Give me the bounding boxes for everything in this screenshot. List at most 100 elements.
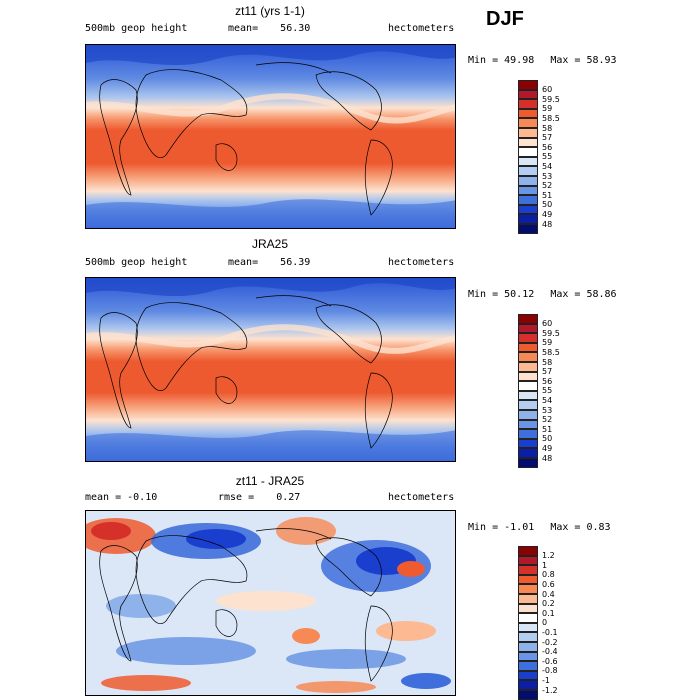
colorbar-swatch bbox=[518, 438, 538, 449]
colorbar-swatch bbox=[518, 361, 538, 372]
colorbar-tick-label: 59 bbox=[542, 338, 553, 348]
colorbar-tick-label: 59.5 bbox=[542, 94, 560, 104]
panel-title: zt11 (yrs 1-1) bbox=[235, 4, 305, 18]
colorbar-tick-label: 53 bbox=[542, 171, 553, 181]
variable-label: 500mb geop height bbox=[85, 257, 188, 268]
colorbar-swatch bbox=[518, 670, 538, 681]
colorbar-tick-label: 57 bbox=[542, 133, 553, 143]
colorbar-swatch bbox=[518, 89, 538, 100]
colorbar-swatch bbox=[518, 651, 538, 662]
colorbar-swatch bbox=[518, 546, 538, 556]
map-fields bbox=[86, 278, 455, 461]
variable-label: 500mb geop height bbox=[85, 23, 188, 34]
colorbar-swatch bbox=[518, 333, 538, 343]
colorbar-tick-label: -1.2 bbox=[542, 685, 558, 695]
colorbar-tick-label: 1 bbox=[542, 560, 548, 570]
colorbar-tick-label: 0.4 bbox=[542, 589, 555, 599]
mean-label: mean= bbox=[228, 23, 259, 34]
colorbar-swatch bbox=[518, 565, 538, 575]
geopotential-map bbox=[85, 44, 456, 229]
colorbar-swatch bbox=[518, 400, 538, 410]
colorbar-tick-label: 58 bbox=[542, 123, 553, 133]
colorbar-swatch bbox=[518, 156, 538, 167]
map-fields bbox=[86, 511, 455, 695]
units-label: hectometers bbox=[388, 492, 455, 503]
colorbar-tick-label: 59 bbox=[542, 104, 553, 114]
colorbar-swatch bbox=[518, 613, 538, 623]
colorbar-swatch bbox=[518, 409, 538, 420]
colorbar-tick-label: 56 bbox=[542, 376, 553, 386]
colorbar-tick-label: -0.8 bbox=[542, 666, 558, 676]
rmse-label: rmse = bbox=[218, 492, 255, 503]
colorbar-tick-label: -0.1 bbox=[542, 627, 558, 637]
colorbar-tick-label: 0 bbox=[542, 618, 548, 628]
colorbar-tick-label: 48 bbox=[542, 453, 553, 463]
geopotential-map bbox=[85, 277, 456, 462]
colorbar-tick-label: 51 bbox=[542, 424, 553, 434]
mean-value: 56.39 bbox=[280, 257, 311, 268]
colorbar-tick-label: 55 bbox=[542, 152, 553, 162]
colorbar-swatch bbox=[518, 622, 538, 633]
colorbar-tick-label: 54 bbox=[542, 161, 553, 171]
panel-title: zt11 - JRA25 bbox=[235, 474, 305, 488]
colorbar-swatch bbox=[518, 118, 538, 128]
colorbar-tick-label: 57 bbox=[542, 367, 553, 377]
colorbar-swatch bbox=[518, 371, 538, 382]
min-label: Min = bbox=[468, 522, 499, 533]
colorbar-swatch bbox=[518, 314, 538, 324]
colorbar-swatch bbox=[518, 593, 538, 604]
colorbar-swatch bbox=[518, 223, 538, 234]
colorbar-swatch bbox=[518, 195, 538, 205]
colorbar-tick-label: 53 bbox=[542, 405, 553, 415]
colorbar-swatch bbox=[518, 99, 538, 109]
colorbar-swatch bbox=[518, 555, 538, 566]
colorbar-tick-label: 49 bbox=[542, 443, 553, 453]
min-value: -1.01 bbox=[504, 522, 535, 533]
colorbar-swatch bbox=[518, 381, 538, 391]
colorbar-tick-label: 58.5 bbox=[542, 113, 560, 123]
colorbar-swatch bbox=[518, 127, 538, 138]
max-label: Max = bbox=[550, 55, 581, 66]
colorbar-swatch bbox=[518, 419, 538, 430]
min-label: Min = bbox=[468, 289, 499, 300]
colorbar-tick-label: 0.8 bbox=[542, 570, 555, 580]
max-value: 58.93 bbox=[586, 55, 617, 66]
min-value: 50.12 bbox=[504, 289, 535, 300]
units-label: hectometers bbox=[388, 23, 455, 34]
colorbar-tick-label: 54 bbox=[542, 395, 553, 405]
colorbar: 1.2 1 0.8 0.6 0.4 0.2 0.1 0 -0.1 -0.2 -0.4 -0.6 -0.8… bbox=[518, 546, 558, 700]
colorbar-swatch bbox=[518, 603, 538, 614]
colorbar-tick-label: 0.1 bbox=[542, 608, 555, 618]
colorbar-swatch bbox=[518, 352, 538, 362]
colorbar-swatch bbox=[518, 342, 538, 353]
colorbar-tick-label: 50 bbox=[542, 434, 553, 444]
colorbar-tick-label: 60 bbox=[542, 319, 553, 329]
max-label: Max = bbox=[550, 289, 581, 300]
difference-map bbox=[85, 510, 456, 696]
colorbar-swatch bbox=[518, 689, 538, 700]
colorbar-tick-label: 58.5 bbox=[542, 347, 560, 357]
colorbar-tick-label: 49 bbox=[542, 209, 553, 219]
colorbar-tick-label: -1 bbox=[542, 675, 550, 685]
rmse-value: 0.27 bbox=[276, 492, 301, 503]
colorbar: 60 59.5 59 58.5 58 57 56 55 54 53 52 51 50 49 48 bbox=[518, 80, 560, 234]
colorbar-swatch bbox=[518, 214, 538, 224]
colorbar-tick-label: 60 bbox=[542, 85, 553, 95]
colorbar-swatch bbox=[518, 185, 538, 196]
max-value: 0.83 bbox=[586, 522, 611, 533]
colorbar-tick-label: 58 bbox=[542, 357, 553, 367]
colorbar-tick-label: 1.2 bbox=[542, 551, 555, 561]
colorbar-swatch bbox=[518, 80, 538, 90]
colorbar: 60 59.5 59 58.5 58 57 56 55 54 53 52 51 50 49 48 bbox=[518, 314, 560, 468]
colorbar-tick-label: -0.2 bbox=[542, 637, 558, 647]
difference-mean-label: mean = -0.10 bbox=[85, 492, 158, 503]
colorbar-swatch bbox=[518, 166, 538, 176]
mean-value: 56.30 bbox=[280, 23, 311, 34]
colorbar-tick-label: 55 bbox=[542, 386, 553, 396]
colorbar-tick-label: -0.4 bbox=[542, 647, 558, 657]
colorbar-swatch bbox=[518, 137, 538, 148]
units-label: hectometers bbox=[388, 257, 455, 268]
colorbar-swatch bbox=[518, 448, 538, 458]
colorbar-swatch bbox=[518, 661, 538, 671]
colorbar-tick-label: 0.6 bbox=[542, 579, 555, 589]
